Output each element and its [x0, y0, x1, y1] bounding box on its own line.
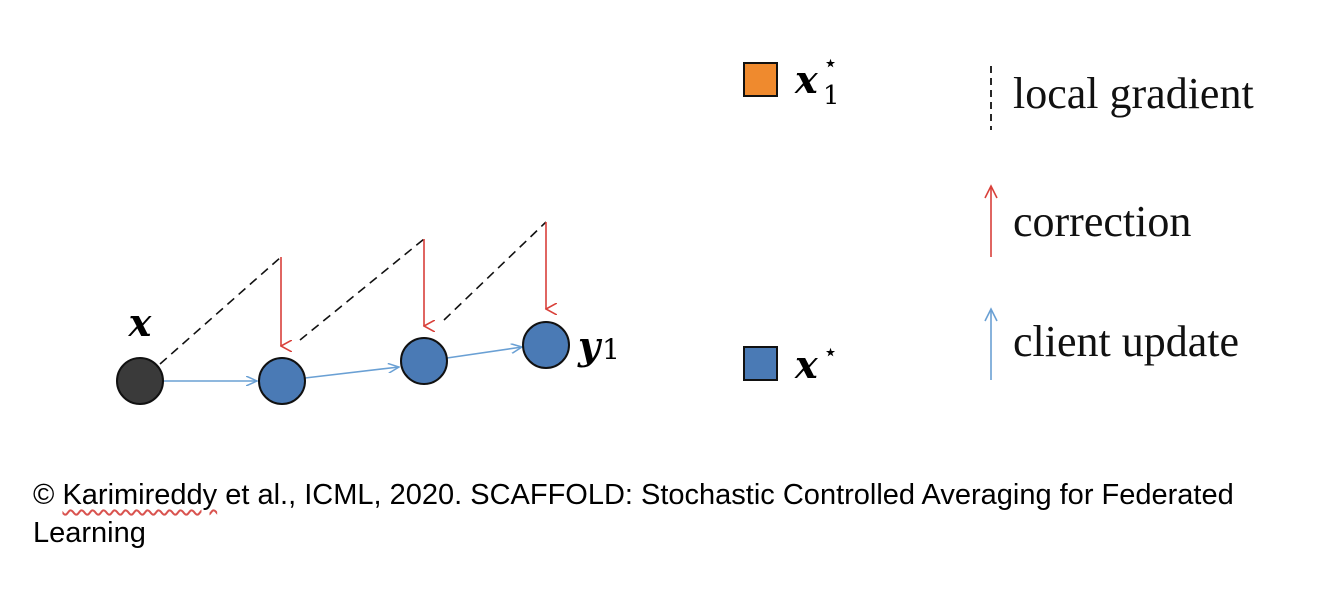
- global-optimum-label: x: [794, 342, 819, 387]
- client-update-arrows: [163, 347, 522, 381]
- local-gradient-legend-label: local gradient: [1013, 69, 1254, 118]
- client-update-legend-icon: [984, 307, 998, 380]
- local-gradient-lines: [159, 221, 547, 365]
- local-optimum-label: x: [794, 57, 819, 102]
- start-node: [116, 357, 164, 405]
- local-optimum-superscript: ⋆: [823, 49, 838, 77]
- copyright-symbol: ©: [33, 479, 55, 511]
- client-step-node: [258, 357, 306, 405]
- local-optimum-subscript: 1: [823, 81, 840, 111]
- global-optimum-superscript: ⋆: [823, 338, 838, 366]
- correction-legend-label: correction: [1013, 197, 1191, 246]
- scaffold-diagram: x y1 x ⋆ 1 x ⋆ local gradient correction…: [116, 49, 1254, 405]
- caption-author: Karimireddy: [62, 479, 218, 511]
- citation-caption: © Karimireddy et al., ICML, 2020. SCAFFO…: [33, 476, 1313, 552]
- client-update-arrow: [304, 367, 399, 379]
- correction-legend-icon: [984, 184, 998, 257]
- local-optimum-marker: [743, 62, 778, 97]
- local-gradient-line: [443, 221, 547, 321]
- global-optimum-marker: [743, 346, 778, 381]
- end-node-label: y1: [577, 323, 620, 368]
- correction-arrows: [281, 222, 546, 346]
- client-step-node: [400, 337, 448, 385]
- start-node-label: x: [128, 300, 153, 345]
- local-gradient-line: [159, 256, 282, 365]
- client-update-arrow: [446, 347, 522, 359]
- local-gradient-line: [299, 238, 425, 341]
- caption-text: et al., ICML, 2020. SCAFFOLD: Stochastic…: [33, 479, 1234, 549]
- client-update-legend-label: client update: [1013, 317, 1239, 366]
- end-node: [522, 321, 570, 369]
